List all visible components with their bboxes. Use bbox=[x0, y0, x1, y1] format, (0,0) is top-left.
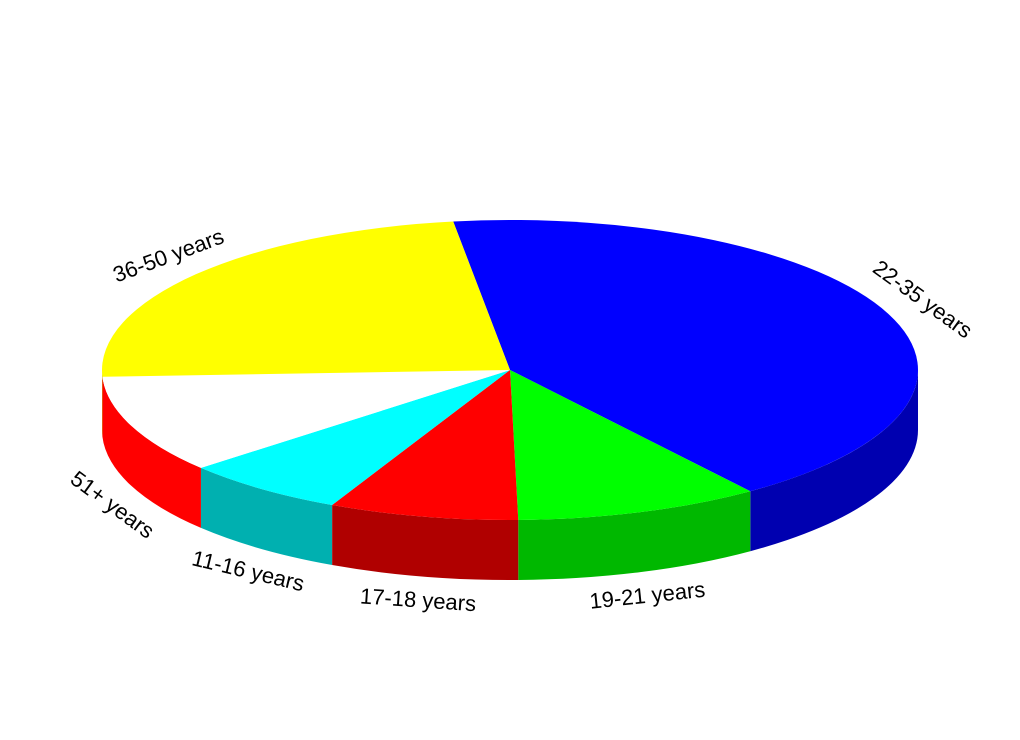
pie-slice-11-16-years bbox=[200, 370, 511, 506]
pie-side-22-35-years bbox=[750, 370, 918, 552]
pie-side-19-21-years bbox=[518, 491, 751, 580]
pie-slice-19-21-years bbox=[510, 370, 751, 520]
pie-side-17-18-years bbox=[332, 505, 519, 580]
pie-slice-51-plus-years bbox=[102, 370, 510, 468]
pie-label-17-18-years: 17-18 years bbox=[359, 583, 477, 616]
pie-side-51-plus-years bbox=[102, 376, 201, 528]
pie-side-11-16-years bbox=[200, 467, 333, 566]
pie-slice-17-18-years bbox=[332, 370, 519, 520]
pie-top bbox=[101, 220, 919, 520]
pie-label-19-21-years: 19-21 years bbox=[588, 577, 706, 614]
pie-side-walls bbox=[102, 370, 918, 580]
pie-slice-22-35-years bbox=[453, 220, 919, 492]
pie-slice-36-50-years bbox=[101, 221, 510, 377]
